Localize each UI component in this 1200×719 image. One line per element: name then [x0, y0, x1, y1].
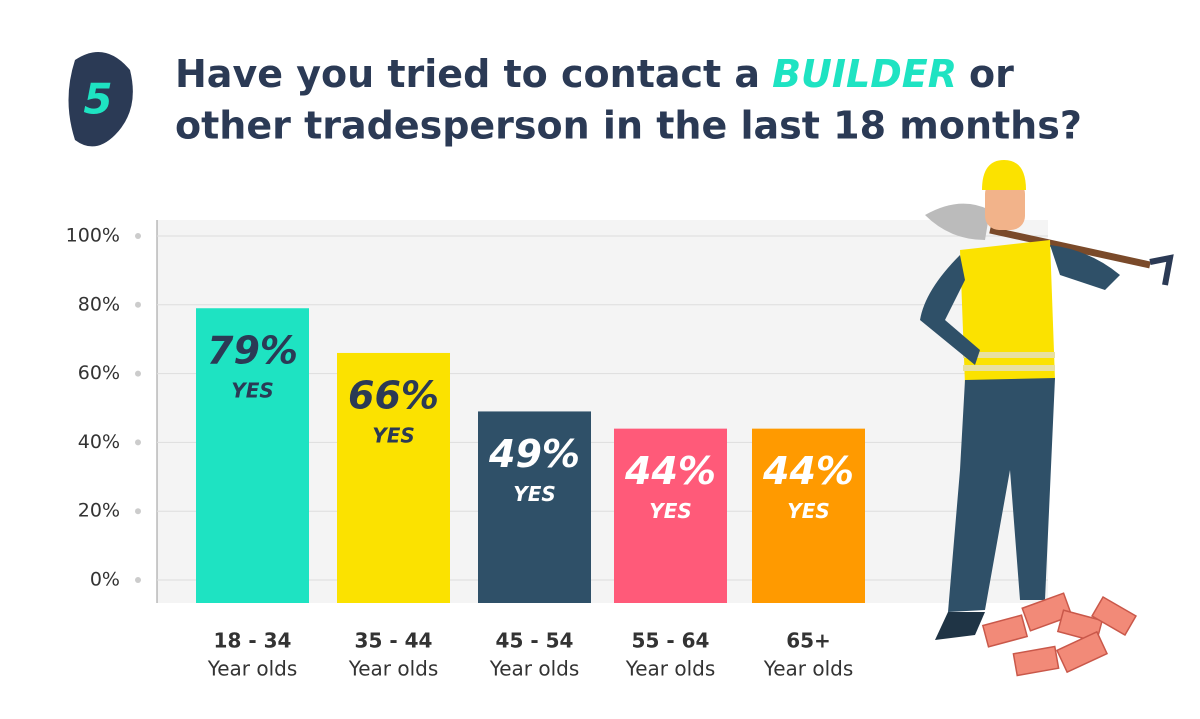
data-label: 66%	[348, 373, 439, 417]
worker-illustration	[920, 160, 1174, 677]
x-tick-label: 55 - 64	[632, 629, 710, 653]
data-caption: YES	[231, 379, 274, 403]
title-text: Have you tried to contact a	[175, 52, 760, 96]
chart-title: Have you tried to contact a BUILDER or	[175, 52, 1014, 96]
data-label: 44%	[762, 449, 854, 493]
chart-title: other tradesperson in the last 18 months…	[175, 104, 1082, 148]
bar	[337, 352, 450, 603]
y-tick-label: 60%	[78, 362, 120, 384]
badge	[68, 52, 133, 147]
y-tick-label: 40%	[78, 431, 120, 453]
x-tick-sublabel: Year olds	[489, 657, 580, 681]
x-tick-label: 65+	[786, 629, 831, 653]
y-tick-label: 20%	[78, 500, 120, 522]
data-caption: YES	[649, 499, 692, 523]
tick-mark	[135, 301, 141, 308]
bar	[614, 428, 727, 603]
bar	[478, 411, 591, 603]
tick-mark	[135, 439, 141, 446]
bar	[196, 308, 309, 603]
data-label: 79%	[207, 329, 298, 373]
y-tick-label: 0%	[90, 569, 120, 591]
data-caption: YES	[513, 482, 556, 506]
title-text: or	[969, 52, 1014, 96]
badge-number: 5	[83, 75, 112, 124]
tick-mark	[135, 233, 141, 239]
x-tick-sublabel: Year olds	[763, 657, 854, 681]
data-caption: YES	[372, 423, 415, 447]
data-label: 44%	[624, 449, 716, 493]
data-label: 49%	[488, 432, 580, 476]
x-tick-label: 45 - 54	[496, 629, 574, 653]
tick-mark	[135, 508, 141, 515]
data-caption: YES	[787, 499, 830, 523]
x-tick-label: 35 - 44	[355, 629, 433, 653]
x-tick-label: 18 - 34	[214, 629, 292, 653]
x-tick-sublabel: Year olds	[348, 657, 439, 681]
y-tick-label: 100%	[66, 225, 120, 247]
y-tick-label: 80%	[78, 293, 120, 315]
tick-mark	[135, 577, 141, 583]
tick-mark	[135, 370, 141, 377]
bar	[752, 428, 865, 603]
x-tick-sublabel: Year olds	[625, 657, 716, 681]
title-highlight: BUILDER	[772, 52, 957, 96]
x-tick-sublabel: Year olds	[207, 657, 298, 681]
